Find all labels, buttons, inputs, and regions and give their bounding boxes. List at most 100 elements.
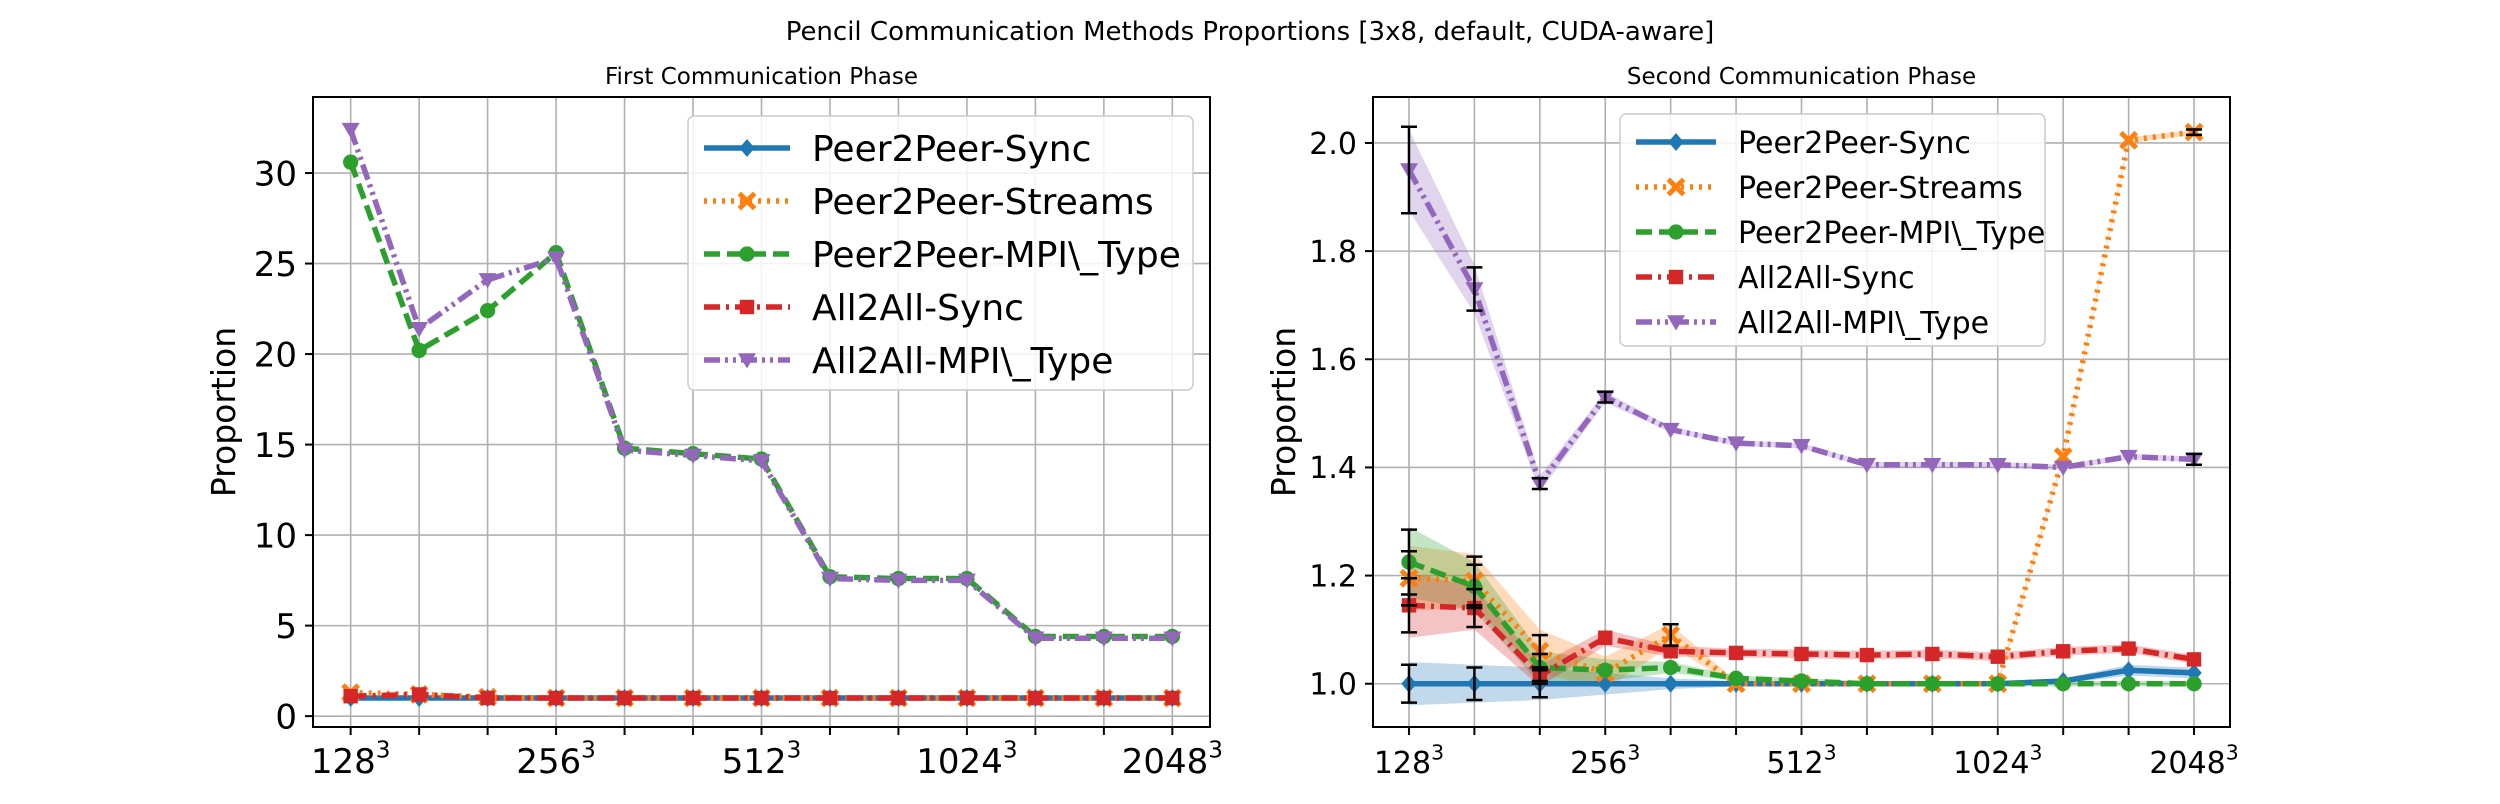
data-point [479, 302, 496, 319]
series-4 [341, 122, 1182, 647]
figure-suptitle: Pencil Communication Methods Proportions… [786, 17, 1715, 47]
data-point [1165, 690, 1180, 706]
data-point [1728, 670, 1744, 686]
y-axis-label: Proportion [1264, 327, 1303, 497]
y-axis-label: Proportion [204, 327, 243, 497]
x-tick-label: 2563 [516, 738, 596, 782]
legend-entry-2: Peer2Peer-MPI\_Type [1636, 216, 2045, 251]
legend: Peer2Peer-Sync Peer2Peer-Streams Peer2Peer… [687, 115, 1194, 391]
y-tick-label: 2.0 [1309, 127, 1357, 162]
error-bar [1531, 476, 1548, 491]
legend-entry-3: All2All-Sync [1636, 261, 1915, 296]
y-tick-label: 25 [254, 245, 297, 285]
data-point [2186, 652, 2202, 667]
data-point [2054, 460, 2073, 476]
data-point [478, 273, 497, 289]
data-point [1028, 690, 1043, 706]
data-point [343, 689, 358, 704]
legend-entry-4: All2All-MPI\_Type [704, 341, 1113, 382]
data-point [1096, 690, 1112, 706]
data-point [1925, 646, 1940, 662]
legend-label: Peer2Peer-Streams [812, 182, 1154, 223]
legend-label: Peer2Peer-Sync [1738, 126, 1971, 161]
y-tick-label: 15 [254, 426, 297, 466]
x-tick-label: 1283 [311, 738, 391, 782]
x-tick-label: 10243 [916, 738, 1017, 782]
legend-entry-3: All2All-Sync [704, 288, 1024, 329]
legend-marker [1667, 315, 1685, 331]
data-point [1728, 645, 1744, 661]
legend-entry-2: Peer2Peer-MPI\_Type [704, 235, 1181, 276]
error-bar [2186, 452, 2203, 466]
data-point [1990, 649, 2005, 664]
data-point [685, 690, 701, 706]
data-point [410, 321, 429, 338]
chart-title: First Communication Phase [605, 64, 918, 90]
y-tick-label: 1.8 [1309, 235, 1357, 270]
y-tick-label: 30 [254, 154, 297, 194]
y-tick-label: 0 [275, 697, 297, 737]
x-tick-label: 20483 [1122, 738, 1223, 782]
legend-entry-1: Peer2Peer-Streams [1636, 171, 2023, 206]
data-point [548, 690, 564, 706]
data-point [752, 454, 771, 470]
legend-marker [739, 299, 755, 315]
data-point [411, 687, 427, 702]
error-bar [1400, 577, 1417, 634]
data-point [1163, 631, 1182, 647]
error-bar [1531, 666, 1548, 685]
legend-label: All2All-Sync [1738, 261, 1915, 296]
data-point [341, 122, 360, 139]
chart-title: Second Communication Phase [1627, 64, 1976, 90]
y-tick-label: 1.4 [1309, 451, 1357, 486]
legend-marker [737, 191, 757, 211]
series-3 [343, 687, 1180, 706]
legend-frame [687, 115, 1194, 391]
data-point [1792, 439, 1811, 455]
data-point [2120, 661, 2137, 680]
x-tick-label: 10243 [1953, 741, 2042, 782]
legend-label: All2All-MPI\_Type [812, 341, 1113, 382]
chart-first-phase: 0 5 10 15 20 25 30 1283 2563 5123 10243 20483 First … [204, 64, 1223, 782]
error-bar [2186, 128, 2203, 137]
chart-second-phase: 1.0 1.2 1.4 1.6 1.8 2.0 1283 2563 5123 10243 20483… [1264, 64, 2239, 781]
data-point [2186, 676, 2202, 692]
legend-marker [739, 246, 755, 262]
data-point [1859, 647, 1875, 663]
legend-label: All2All-MPI\_Type [1738, 306, 1989, 341]
error-bar [1466, 587, 1483, 629]
data-point [615, 443, 634, 459]
data-point [891, 690, 906, 706]
data-point [1793, 673, 1810, 689]
y-tick-label: 10 [254, 516, 297, 556]
data-point [1094, 631, 1113, 647]
data-point [1988, 457, 2007, 474]
legend-frame [1619, 113, 2046, 347]
data-point [684, 448, 703, 464]
data-point [2119, 130, 2138, 150]
error-bar [1466, 266, 1483, 312]
data-point [889, 573, 908, 589]
legend-entry-4: All2All-MPI\_Type [1636, 306, 1989, 341]
y-tick-label: 1.0 [1309, 668, 1357, 703]
data-point [1923, 457, 1942, 474]
data-point [2055, 644, 2071, 659]
data-point [411, 342, 427, 359]
data-point [754, 690, 769, 706]
data-point [1663, 674, 1679, 693]
error-bar [1466, 666, 1483, 702]
data-point [959, 690, 975, 706]
data-point [2120, 676, 2137, 692]
data-point [1990, 676, 2006, 692]
data-point [1663, 644, 1678, 659]
data-point [480, 690, 495, 706]
data-point [1026, 631, 1045, 647]
legend-entry-0: Peer2Peer-Sync [704, 129, 1091, 170]
data-point [343, 154, 359, 170]
data-point [1598, 630, 1613, 645]
x-tick-label: 1283 [1374, 741, 1444, 782]
data-point [1661, 422, 1680, 439]
data-point [617, 690, 632, 706]
data-point [2119, 449, 2138, 466]
